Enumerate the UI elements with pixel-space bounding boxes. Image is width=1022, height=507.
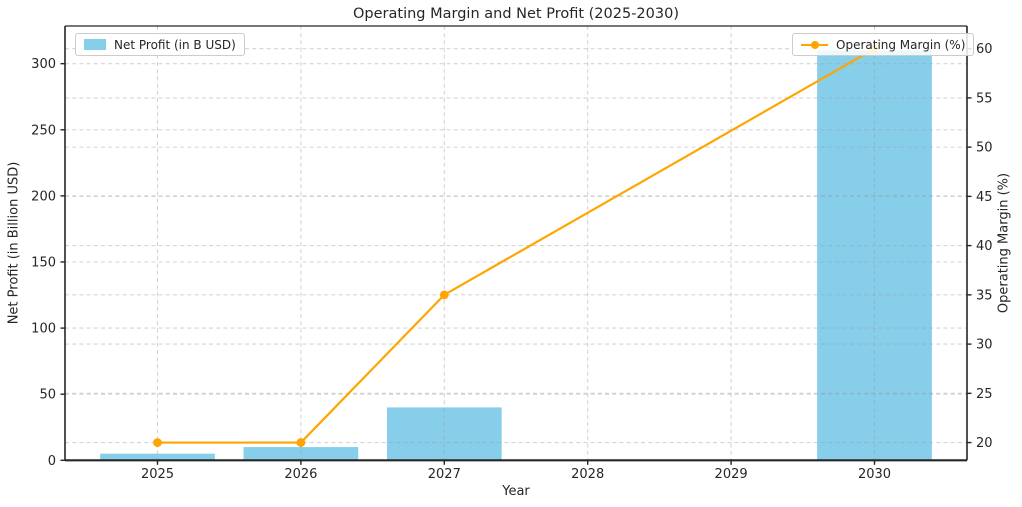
line-marker-2027 bbox=[439, 290, 449, 300]
y-axis-right-label: Operating Margin (%) bbox=[996, 172, 1012, 314]
operating-margin-line bbox=[157, 47, 876, 444]
x-tick-label-2026: 2026 bbox=[284, 467, 317, 482]
y-right-tick-label-25: 25 bbox=[976, 387, 993, 402]
y-right-tick-label-40: 40 bbox=[976, 239, 993, 254]
bar-2026 bbox=[243, 447, 359, 461]
x-axis-label: Year bbox=[502, 484, 530, 499]
y-right-tick-label-50: 50 bbox=[976, 141, 993, 156]
y-left-tick-label-100: 100 bbox=[31, 322, 56, 337]
legend-net-profit-label: Net Profit (in B USD) bbox=[114, 37, 236, 52]
y-right-tick-label-30: 30 bbox=[976, 338, 993, 353]
legend-net-profit: Net Profit (in B USD) bbox=[75, 33, 245, 56]
y-left-tick-label-300: 300 bbox=[31, 57, 56, 72]
bar-2027 bbox=[386, 407, 502, 461]
x-tick-label-2028: 2028 bbox=[571, 467, 604, 482]
y-right-tick-label-20: 20 bbox=[976, 436, 993, 451]
legend-operating-margin-label: Operating Margin (%) bbox=[836, 37, 966, 52]
legend-operating-margin: Operating Margin (%) bbox=[792, 33, 975, 56]
y-axis-left-label: Net Profit (in Billion USD) bbox=[6, 161, 22, 325]
y-left-tick-label-0: 0 bbox=[48, 454, 56, 469]
x-tick-label-2030: 2030 bbox=[858, 467, 891, 482]
y-left-tick-label-50: 50 bbox=[39, 388, 56, 403]
net-profit-swatch-icon bbox=[84, 39, 106, 50]
line-marker-2025 bbox=[153, 438, 162, 447]
bar-2025 bbox=[100, 453, 215, 461]
y-right-tick-label-45: 45 bbox=[976, 190, 993, 205]
bar-2030 bbox=[817, 50, 932, 461]
y-left-tick-label-200: 200 bbox=[31, 189, 56, 204]
line-marker-2026 bbox=[296, 438, 306, 447]
y-right-tick-label-35: 35 bbox=[976, 288, 993, 303]
x-tick-label-2029: 2029 bbox=[715, 467, 748, 482]
y-right-tick-label-60: 60 bbox=[976, 42, 993, 57]
operating-margin-line-icon bbox=[801, 39, 828, 50]
y-right-tick-label-55: 55 bbox=[976, 91, 993, 106]
chart-title: Operating Margin and Net Profit (2025-20… bbox=[353, 6, 679, 22]
x-tick-label-2027: 2027 bbox=[428, 467, 461, 482]
y-left-tick-label-150: 150 bbox=[31, 255, 56, 270]
x-tick-label-2025: 2025 bbox=[141, 467, 174, 482]
y-left-tick-label-250: 250 bbox=[31, 123, 56, 138]
